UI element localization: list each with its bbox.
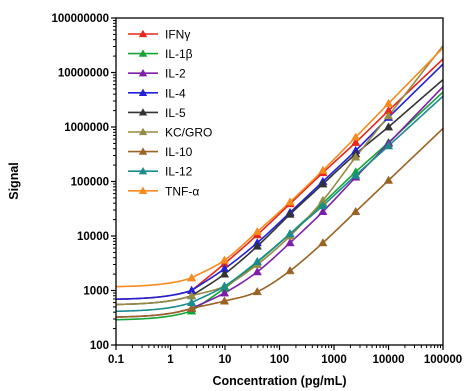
data-point-kc-gro [351,152,361,161]
data-markers [186,98,394,315]
data-point-tnf [252,226,262,236]
y-tick-label: 100 [90,340,109,352]
legend-item-il-5: IL-5 [128,106,186,120]
data-point-il-5 [318,179,328,188]
data-point-kc-gro [383,111,394,120]
data-point-il-2 [219,288,230,297]
x-tick-label: 1 [167,354,174,366]
x-axis-title: Concentration (pg/mL) [212,374,346,388]
legend-label: IL-10 [165,145,193,159]
legend-label: IL-12 [165,165,193,179]
y-axis: 100 1000 10000 100000 1000000 10000000 1000000… [51,13,116,352]
y-tick-label: 100000 [71,177,109,189]
legend-item-il-2: IL-2 [128,67,186,81]
x-axis: 0.1 1 10 100 1000 10000 100000 [108,345,462,366]
y-tick-label: 1000 [83,286,109,298]
data-point-il-12 [318,200,328,210]
data-point-il-2 [285,238,295,247]
data-point-tnf [285,197,295,206]
legend-marker [138,167,148,175]
x-tick-label: 100000 [424,354,462,366]
x-tick-label: 10000 [373,354,405,366]
legend-label: IL-5 [165,106,186,120]
legend-marker [138,147,148,155]
data-point-tnf [318,165,328,174]
legend-item-il-4: IL-4 [128,86,186,100]
data-point-il-10 [383,175,394,184]
legend-item-tnf: TNF-α [128,184,199,198]
data-point-il-10 [252,287,262,296]
data-point-ifn [351,137,361,146]
legend-item-kc-gro: KC/GRO [128,126,212,140]
data-point-tnf [219,255,230,264]
legend-label: IL-4 [165,86,186,100]
data-point-il-5 [252,241,262,250]
data-point-il-12 [285,229,295,238]
y-tick-label: 100000000 [51,13,109,25]
legend-marker [138,29,148,38]
data-point-il-2 [318,206,328,216]
legend: IFNγ IL-1β IL-2 IL-4 IL-5 KC/GRO IL-10 IL-12 TNF… [128,28,212,198]
data-point-il-5 [219,269,230,278]
x-tick-label: 10 [219,354,232,366]
legend-marker [138,88,148,96]
legend-item-ifn: IFNγ [128,28,190,42]
legend-marker [138,186,148,194]
data-point-il-2 [252,267,262,276]
legend-label: IFNγ [165,28,190,42]
legend-marker [138,69,148,77]
y-tick-label: 10000000 [58,68,109,80]
y-tick-label: 1000000 [64,122,109,134]
data-point-il-12 [383,141,394,150]
data-point-il-10 [219,296,230,305]
data-point-tnf [351,132,361,141]
legend-label: IL-2 [165,67,186,81]
legend-label: IL-1β [165,47,193,61]
data-point-tnf [383,98,394,107]
legend-marker [138,108,148,116]
legend-marker [138,127,148,136]
fitted-curves [116,45,443,321]
legend-item-il-1: IL-1β [128,47,193,61]
x-tick-label: 1000 [321,354,347,366]
data-point-il-5 [285,209,295,218]
y-axis-title: Signal [7,162,21,200]
legend-label: KC/GRO [165,126,212,140]
data-point-il-10 [318,238,328,247]
x-tick-label: 0.1 [108,354,125,366]
data-point-il-10 [285,266,295,275]
data-point-tnf [186,273,197,282]
plot-area [115,17,444,346]
x-tick-label: 100 [270,354,289,366]
data-point-il-5 [383,122,394,131]
legend-marker [138,49,148,57]
legend-item-il-12: IL-12 [128,165,193,179]
legend-item-il-10: IL-10 [128,145,193,159]
data-point-il-12 [219,281,230,290]
data-point-il-10 [351,206,361,216]
data-point-il-12 [252,256,262,265]
y-tick-label: 10000 [77,231,109,243]
data-point-il-10 [186,303,197,312]
data-point-il-12 [186,297,197,306]
legend-label: TNF-α [165,184,199,198]
data-point-il-12 [351,170,361,179]
